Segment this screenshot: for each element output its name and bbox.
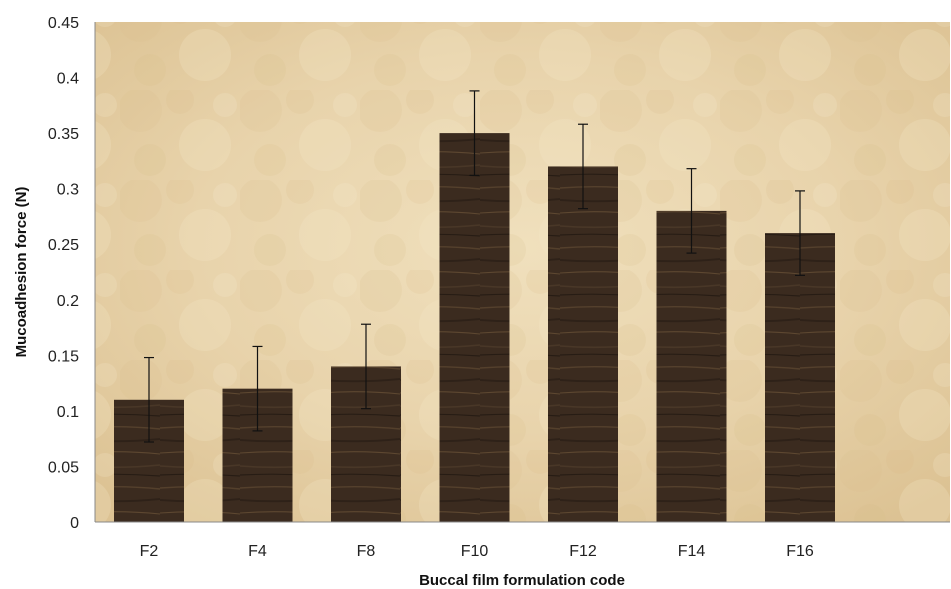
bars — [114, 133, 835, 522]
x-tick-labels: F2 F4 F8 F10 F12 F14 F16 — [140, 543, 814, 560]
x-tick-label: F14 — [678, 543, 706, 560]
y-tick-label: 0.2 — [57, 293, 79, 310]
bar-f12 — [548, 166, 618, 522]
error-bar-f14 — [686, 168, 697, 254]
error-bar-f2 — [144, 356, 154, 443]
y-tick-labels: 0 0.05 0.1 0.15 0.2 0.25 0.3 0.35 0.4 0.45 — [48, 15, 79, 532]
bar-f14 — [656, 210, 727, 522]
x-axis-title: Buccal film formulation code — [419, 572, 625, 589]
y-tick-label: 0.3 — [57, 182, 79, 199]
x-tick-label: F2 — [140, 543, 159, 560]
error-bars — [144, 90, 805, 443]
y-tick-label: 0.4 — [57, 71, 79, 88]
y-tick-label: 0.15 — [48, 348, 79, 365]
y-tick-label: 0.05 — [48, 459, 79, 476]
x-tick-label: F12 — [569, 543, 597, 560]
y-tick-label: 0.35 — [48, 126, 79, 143]
error-bar-f12 — [578, 123, 588, 210]
y-tick-label: 0 — [70, 515, 79, 532]
error-bar-f10 — [469, 90, 480, 176]
error-bar-f4 — [252, 345, 263, 432]
y-tick-label: 0.25 — [48, 237, 79, 254]
bar-f16 — [765, 233, 835, 522]
y-tick-label: 0.45 — [48, 15, 79, 32]
x-tick-label: F4 — [248, 543, 267, 560]
y-axis-title: Mucoadhesion force (N) — [13, 187, 30, 358]
bar-f10 — [439, 133, 510, 522]
x-tick-label: F16 — [786, 543, 814, 560]
error-bar-f8 — [361, 323, 371, 410]
error-bar-f16 — [795, 190, 805, 276]
x-tick-label: F10 — [461, 543, 489, 560]
x-tick-label: F8 — [357, 543, 376, 560]
y-tick-label: 0.1 — [57, 404, 79, 421]
